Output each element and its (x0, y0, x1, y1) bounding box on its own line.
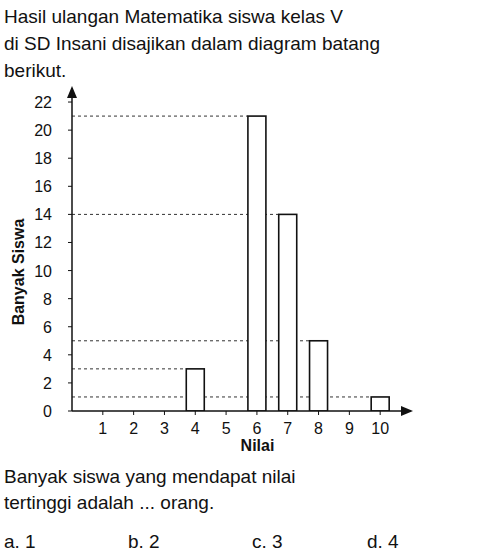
x-tick (164, 411, 165, 415)
y-tick-label: 16 (34, 178, 52, 195)
y-axis-label: Banyak Siswa (10, 219, 27, 326)
x-tick (102, 411, 103, 415)
x-tick-label: 6 (252, 420, 261, 437)
y-tick (68, 130, 72, 131)
x-tick-label: 5 (222, 420, 231, 437)
x-tick-label: 1 (98, 420, 107, 437)
y-tick (68, 298, 72, 299)
option: d. 4 (367, 531, 399, 552)
bar (279, 214, 297, 411)
x-tick-label: 9 (345, 420, 354, 437)
bar (310, 341, 328, 411)
x-tick-label: 3 (160, 420, 169, 437)
x-tick-label: 8 (314, 420, 323, 437)
y-tick-label: 18 (34, 150, 52, 167)
y-axis-arrow (67, 86, 77, 98)
option: c. 3 (252, 531, 283, 552)
header-line: di SD Insani disajikan dalam diagram bat… (4, 33, 380, 54)
y-tick (68, 102, 72, 103)
y-tick (68, 382, 72, 383)
x-tick (226, 411, 227, 415)
x-tick (195, 411, 196, 415)
value-guide (72, 368, 186, 369)
value-guide (72, 116, 248, 117)
x-tick (380, 411, 381, 415)
y-tick-label: 20 (34, 122, 52, 139)
x-axis-arrow (401, 406, 413, 416)
header-line: Hasil ulangan Matematika siswa kelas V (4, 6, 343, 27)
y-tick (68, 270, 72, 271)
y-tick-label: 0 (43, 403, 52, 420)
y-tick (68, 158, 72, 159)
y-tick-label: 14 (34, 206, 52, 223)
x-tick (256, 411, 257, 415)
figure: Hasil ulangan Matematika siswa kelas V di… (0, 0, 499, 557)
bar (186, 369, 204, 411)
question-line: tertinggi adalah ... orang. (4, 492, 214, 513)
value-guide (72, 340, 310, 341)
header-line: berikut. (4, 60, 66, 81)
y-tick-label: 8 (43, 291, 52, 308)
y-tick (68, 242, 72, 243)
y-tick (68, 214, 72, 215)
x-tick (318, 411, 319, 415)
x-tick (133, 411, 134, 415)
x-tick-label: 2 (129, 420, 138, 437)
bar (371, 397, 389, 411)
question-line: Banyak siswa yang mendapat nilai (4, 466, 296, 487)
x-tick (287, 411, 288, 415)
x-axis-label: Nilai (241, 437, 275, 454)
y-tick (68, 326, 72, 327)
x-tick (349, 411, 350, 415)
bars (186, 116, 389, 411)
x-tick-label: 10 (371, 420, 389, 437)
y-tick-label: 4 (43, 347, 52, 364)
y-tick (68, 354, 72, 355)
option: b. 2 (128, 531, 160, 552)
y-tick-label: 10 (34, 263, 52, 280)
y-tick (68, 186, 72, 187)
y-axis (71, 88, 73, 411)
page: Hasil ulangan Matematika siswa kelas V di… (0, 0, 499, 557)
y-tick (68, 411, 72, 412)
y-tick-label: 2 (43, 375, 52, 392)
x-tick-label: 4 (191, 420, 200, 437)
option: a. 1 (4, 531, 36, 552)
y-tick-label: 22 (34, 94, 52, 111)
x-tick-label: 7 (283, 420, 292, 437)
bar (248, 116, 266, 411)
y-tick-label: 6 (43, 319, 52, 336)
y-tick-label: 12 (34, 234, 52, 251)
x-axis (72, 410, 411, 412)
